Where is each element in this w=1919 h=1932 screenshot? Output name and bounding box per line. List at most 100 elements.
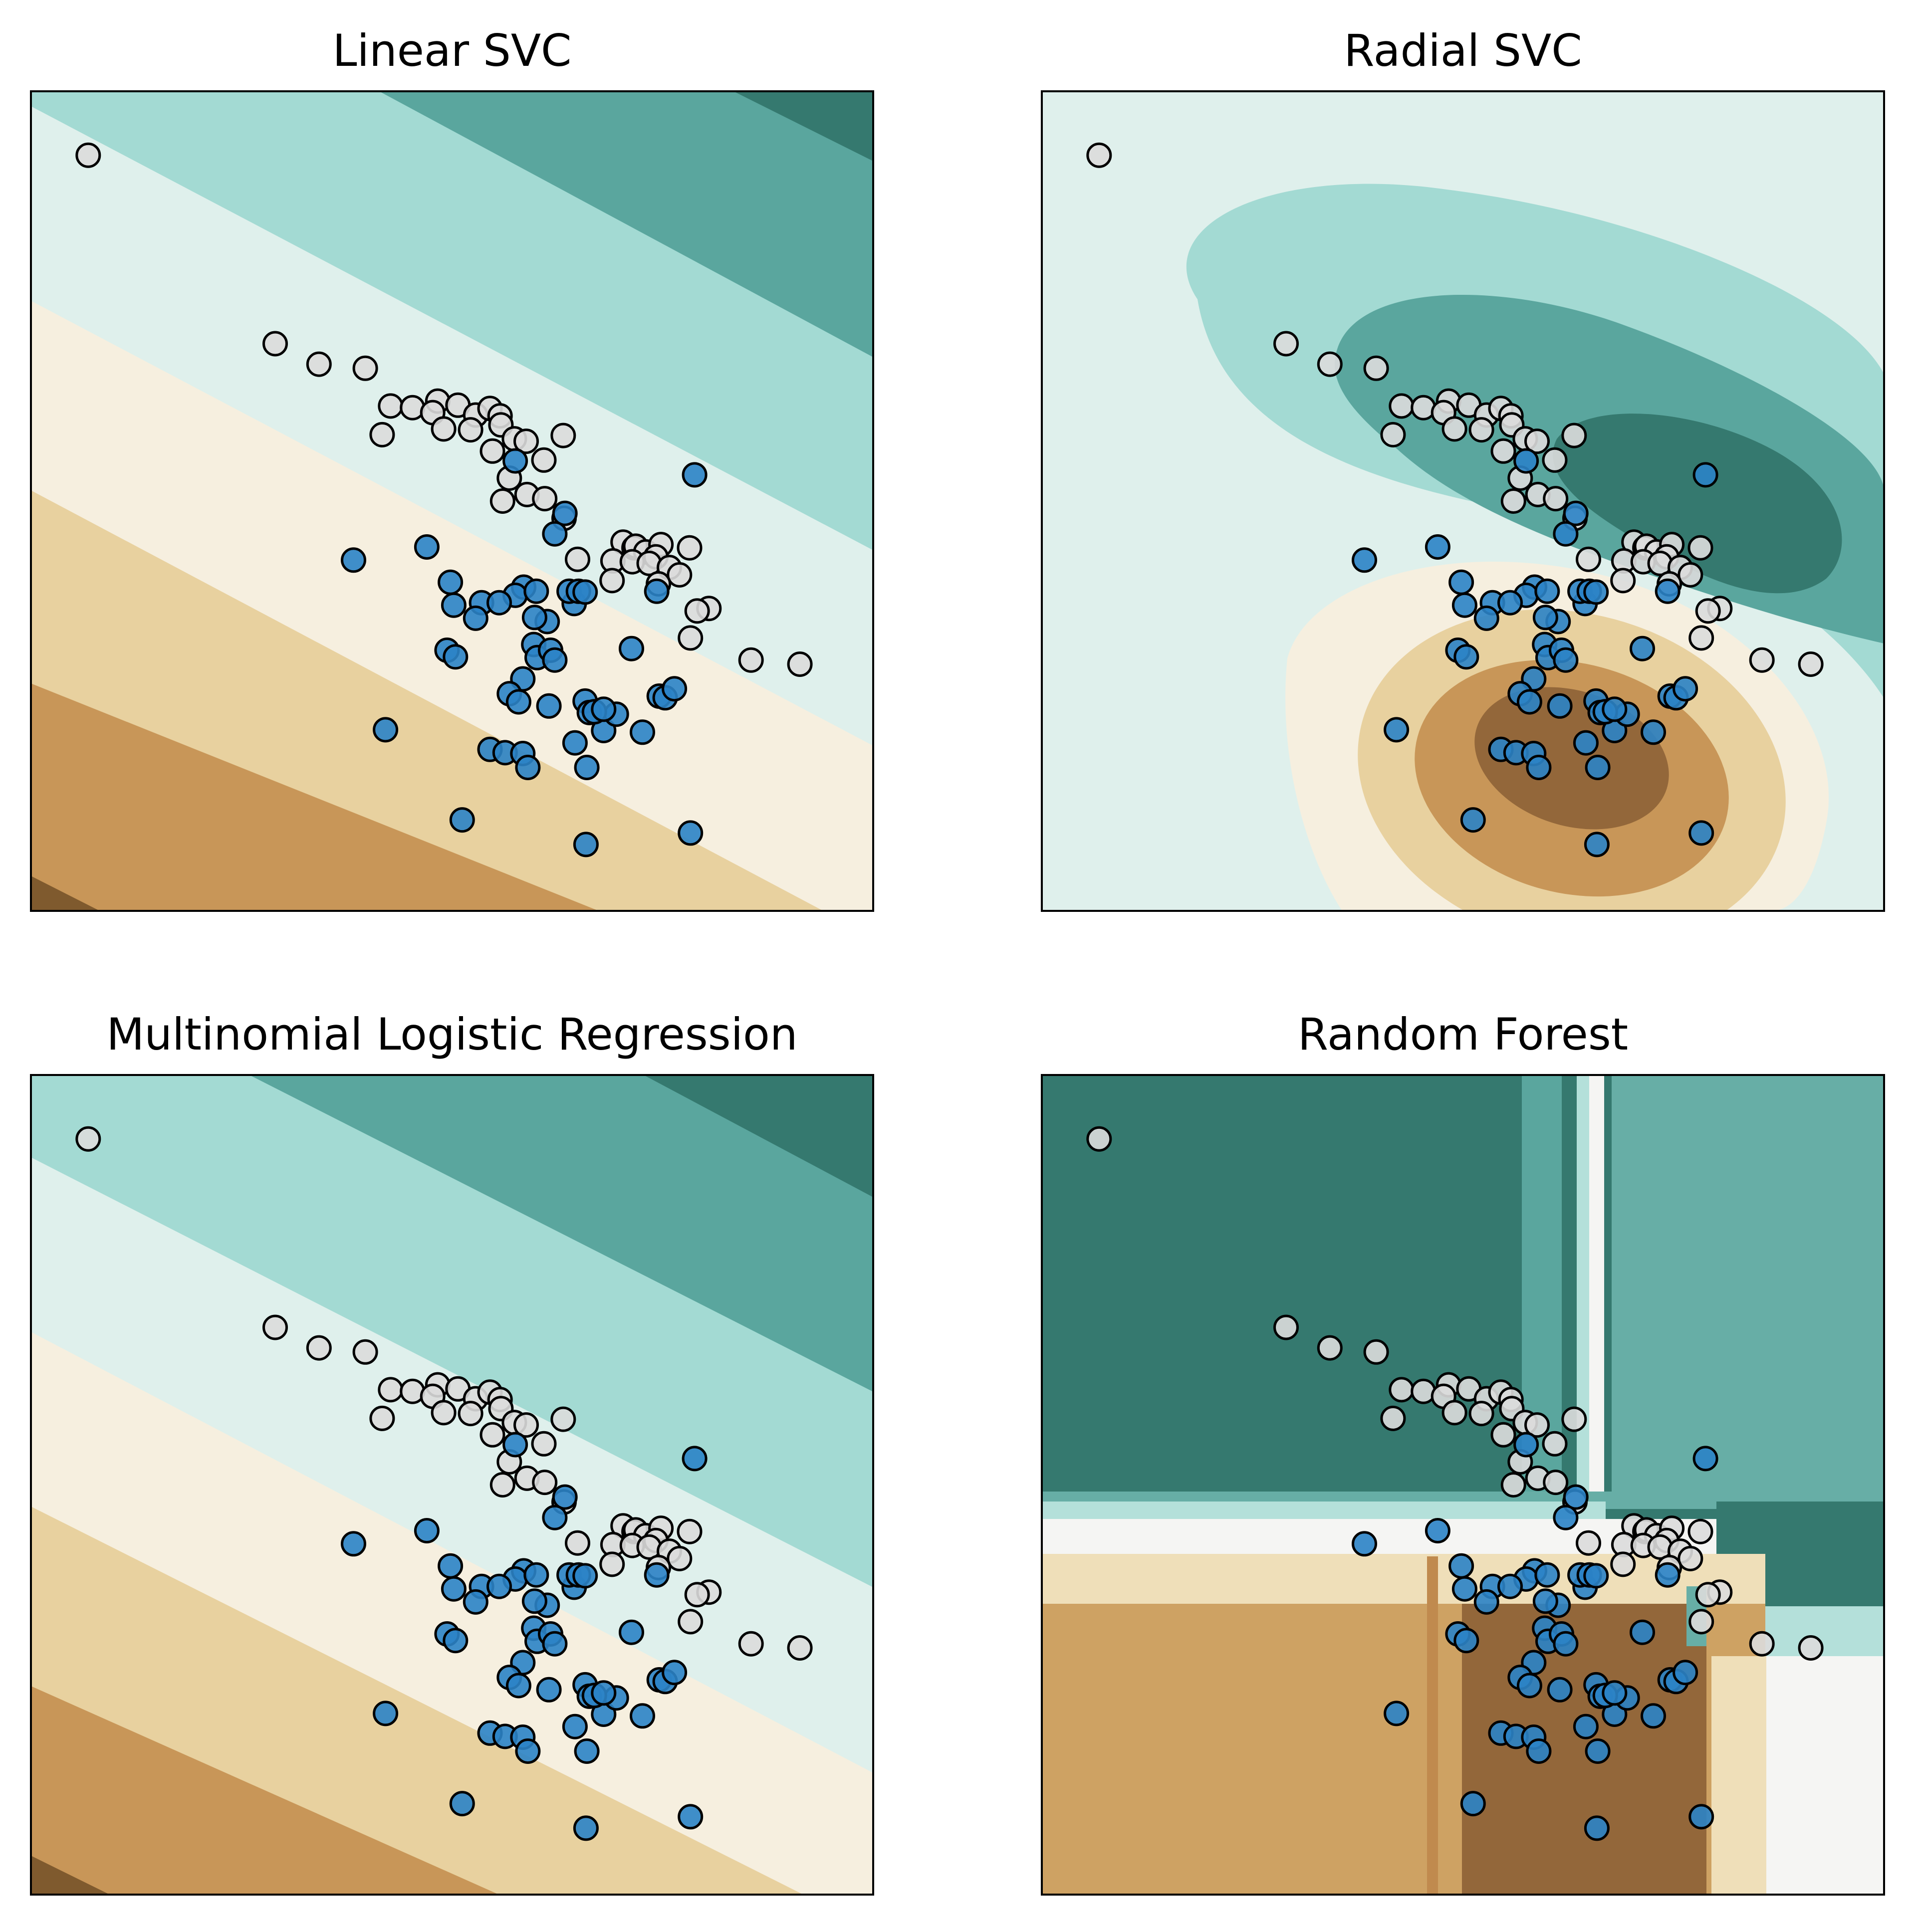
data-point-blue xyxy=(341,547,366,573)
data-point-blue xyxy=(443,644,469,670)
data-point-blue xyxy=(1673,1660,1698,1686)
data-point-blue xyxy=(463,1589,488,1615)
data-point-blue xyxy=(486,590,512,616)
data-point-blue xyxy=(1692,1446,1718,1472)
data-point-light xyxy=(1524,429,1550,454)
data-point-light xyxy=(1468,417,1494,443)
data-point-blue xyxy=(515,1738,541,1764)
data-point-light xyxy=(678,625,704,651)
data-point-blue xyxy=(515,755,541,780)
data-point-blue xyxy=(1532,605,1558,631)
data-point-blue xyxy=(1673,676,1698,702)
data-point-light xyxy=(1576,1530,1601,1556)
data-point-blue xyxy=(502,448,528,474)
data-point-light xyxy=(1273,1314,1299,1340)
data-point-blue xyxy=(1641,1703,1666,1729)
data-point-light xyxy=(1798,1635,1824,1661)
plot-frame xyxy=(30,90,874,912)
data-point-blue xyxy=(1584,1815,1610,1841)
data-point-light xyxy=(1749,1631,1775,1657)
data-point-light xyxy=(532,486,558,512)
data-point-blue xyxy=(1534,1562,1560,1588)
data-point-blue xyxy=(449,1791,475,1817)
data-point-light xyxy=(1363,1339,1389,1365)
panel-title: Linear SVC xyxy=(333,25,572,76)
scatter-points xyxy=(1086,1126,1824,1841)
panel-random-forest: Random Forest xyxy=(1041,1009,1885,1896)
data-point-blue xyxy=(1553,647,1579,673)
data-point-blue xyxy=(1583,579,1609,605)
data-point-blue xyxy=(441,592,467,618)
data-point-blue xyxy=(1532,1588,1558,1614)
data-point-blue xyxy=(505,689,531,715)
data-point-light xyxy=(531,1431,557,1457)
data-point-blue xyxy=(572,579,598,605)
data-point-light xyxy=(75,142,101,168)
data-point-blue xyxy=(1553,521,1579,547)
data-point-blue xyxy=(630,1703,655,1729)
data-point-light xyxy=(1500,488,1526,514)
data-point-light xyxy=(1561,1406,1587,1432)
data-point-light xyxy=(1490,1422,1516,1448)
plot-frame xyxy=(30,1074,874,1896)
plot-frame xyxy=(1041,1074,1885,1896)
data-point-blue xyxy=(1584,832,1610,858)
data-point-light xyxy=(678,1609,704,1635)
data-point-light xyxy=(431,416,457,442)
data-point-light xyxy=(458,1401,483,1427)
data-point-blue xyxy=(682,462,708,488)
data-point-blue xyxy=(536,693,562,719)
data-point-blue xyxy=(1655,1562,1680,1588)
data-point-blue xyxy=(542,521,568,547)
data-point-light xyxy=(1688,1609,1714,1635)
data-point-blue xyxy=(1630,636,1655,661)
data-point-blue xyxy=(521,1588,547,1614)
data-point-light xyxy=(1086,142,1112,168)
data-point-light xyxy=(1610,1551,1636,1577)
data-point-blue xyxy=(591,1680,617,1706)
data-point-light xyxy=(1610,568,1636,594)
data-point-light xyxy=(352,1339,378,1365)
data-point-blue xyxy=(523,578,549,604)
data-point-blue xyxy=(1534,578,1560,604)
data-point-light xyxy=(369,422,395,447)
data-point-light xyxy=(599,568,625,594)
data-point-light xyxy=(378,393,404,419)
data-point-blue xyxy=(463,605,488,631)
decision-background-forest xyxy=(1042,1075,1884,1895)
data-point-blue xyxy=(1585,755,1611,780)
data-point-blue xyxy=(682,1446,708,1472)
data-point-blue xyxy=(1553,1631,1579,1657)
data-point-light xyxy=(1380,422,1406,447)
data-point-light xyxy=(1688,625,1714,651)
data-point-light xyxy=(1543,486,1569,512)
data-point-light xyxy=(458,417,483,443)
decision-background-radial xyxy=(1042,91,1884,911)
data-point-blue xyxy=(414,534,440,560)
data-point-blue xyxy=(1516,1673,1542,1699)
data-point-light xyxy=(550,1406,576,1432)
data-point-blue xyxy=(630,719,655,745)
data-point-light xyxy=(565,546,590,572)
data-point-blue xyxy=(1563,1484,1589,1510)
data-point-light xyxy=(1678,1545,1703,1571)
data-point-light xyxy=(1687,1518,1713,1544)
decision-background-linear xyxy=(31,91,873,911)
data-point-light xyxy=(1543,1470,1569,1496)
data-point-blue xyxy=(1526,1738,1552,1764)
data-point-blue xyxy=(662,676,688,702)
data-point-blue xyxy=(1688,1804,1714,1830)
data-point-blue xyxy=(542,1631,568,1657)
data-point-light xyxy=(677,1518,703,1544)
data-point-blue xyxy=(1473,1589,1499,1615)
data-point-light xyxy=(480,438,505,464)
data-point-light xyxy=(677,535,703,561)
data-point-light xyxy=(1363,355,1389,381)
data-point-light xyxy=(306,1335,332,1361)
data-point-blue xyxy=(1553,1504,1579,1530)
data-point-light xyxy=(75,1126,101,1152)
data-point-light xyxy=(1695,1582,1721,1608)
data-point-blue xyxy=(441,1576,467,1602)
data-point-light xyxy=(378,1377,404,1403)
data-point-blue xyxy=(1453,644,1479,670)
